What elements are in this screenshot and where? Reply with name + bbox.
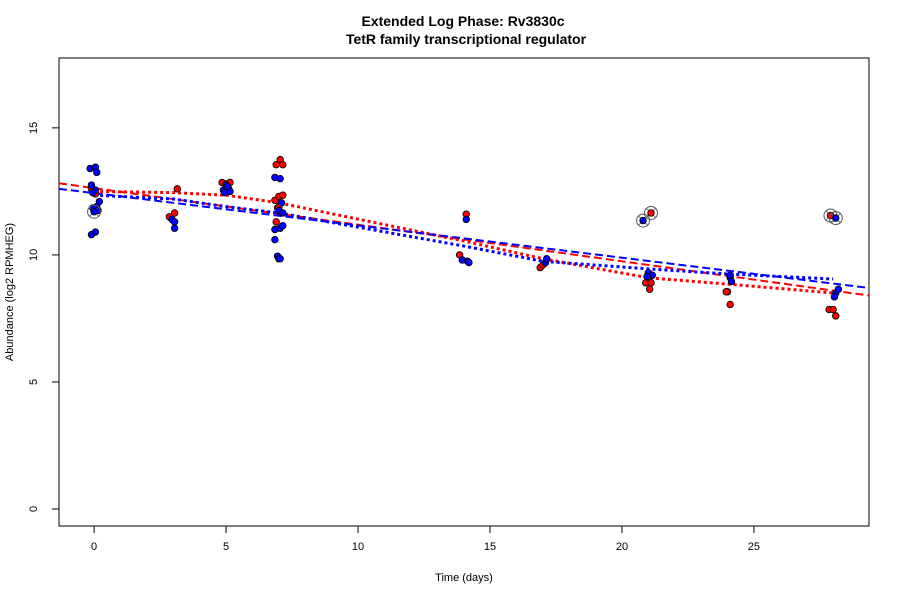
data-point xyxy=(223,182,232,191)
data-point xyxy=(834,285,843,293)
data-point xyxy=(726,271,734,279)
x-tick-label: 15 xyxy=(484,541,496,553)
data-point xyxy=(722,288,730,296)
data-point xyxy=(279,209,287,217)
data-point xyxy=(276,174,284,183)
data-point xyxy=(645,285,654,293)
data-point xyxy=(89,188,97,197)
data-point xyxy=(543,255,551,263)
data-point xyxy=(832,312,840,320)
data-point xyxy=(276,255,284,263)
trend-line-dashed xyxy=(58,182,870,297)
y-axis-label: Abundance (log2 RPMHEG) xyxy=(4,223,16,361)
data-point xyxy=(727,277,736,286)
data-point xyxy=(272,218,280,226)
chart-title: Extended Log Phase: Rv3830c xyxy=(361,13,564,29)
data-point xyxy=(639,216,647,225)
trend-line-dashed xyxy=(58,187,870,289)
plot-frame xyxy=(58,57,870,527)
y-tick-label: 10 xyxy=(28,249,40,261)
outlier-ring xyxy=(643,205,658,220)
x-tick-label: 0 xyxy=(91,541,97,553)
trend-lines xyxy=(58,182,870,297)
data-point xyxy=(647,209,655,217)
data-point xyxy=(170,209,179,217)
data-point xyxy=(90,208,98,216)
x-tick-label: 25 xyxy=(748,541,760,553)
data-point xyxy=(277,199,286,207)
data-points xyxy=(86,155,843,320)
data-point xyxy=(726,300,734,309)
data-point xyxy=(173,185,181,193)
data-point xyxy=(271,235,279,244)
data-point xyxy=(462,215,470,224)
outlier-ring xyxy=(87,204,102,219)
data-point xyxy=(279,161,287,169)
data-point xyxy=(279,191,287,199)
data-point xyxy=(829,305,837,314)
data-point xyxy=(272,161,280,169)
data-point xyxy=(279,221,287,230)
trend-line-dotted xyxy=(94,193,834,281)
outlier-ring xyxy=(828,211,843,226)
data-point xyxy=(465,258,473,267)
x-axis: 0 5 10 15 20 25 xyxy=(91,525,760,553)
data-point xyxy=(830,293,839,301)
chart-subtitle: TetR family transcriptional regulator xyxy=(346,31,587,47)
data-point xyxy=(832,214,840,222)
outlier-ring xyxy=(636,213,651,228)
data-point xyxy=(93,168,101,177)
x-tick-label: 20 xyxy=(616,541,628,553)
data-point xyxy=(647,279,655,287)
y-tick-label: 5 xyxy=(28,379,40,385)
data-point xyxy=(170,224,179,232)
data-point xyxy=(170,218,179,226)
y-tick-label: 0 xyxy=(28,506,40,512)
x-axis-label: Time (days) xyxy=(435,572,493,584)
y-axis: 0 5 10 15 xyxy=(28,122,60,512)
y-tick-label: 15 xyxy=(28,122,40,134)
data-point xyxy=(643,272,651,281)
x-tick-label: 10 xyxy=(352,541,364,553)
x-tick-label: 5 xyxy=(223,541,229,553)
data-point xyxy=(87,181,96,189)
data-point xyxy=(91,228,100,236)
trend-line-dotted xyxy=(94,189,834,295)
